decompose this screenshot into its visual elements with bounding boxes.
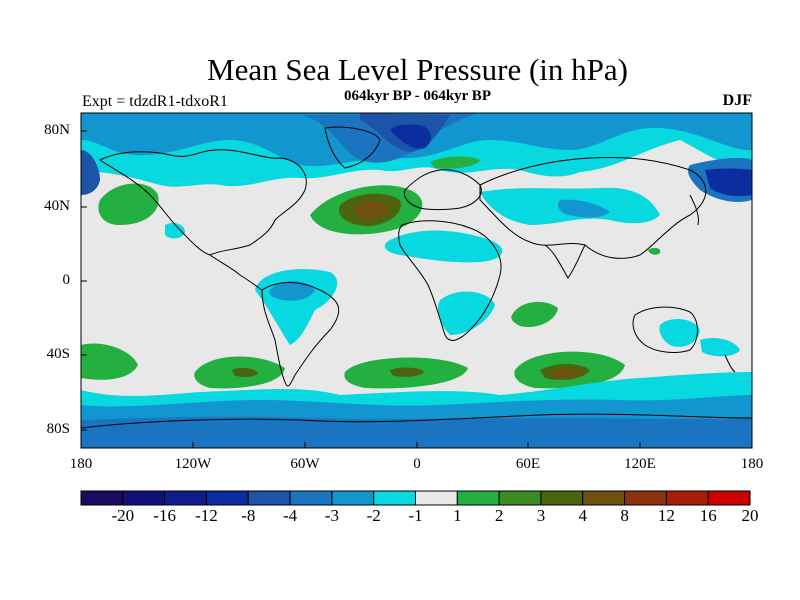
colorbar-label: -16 <box>153 506 176 525</box>
lon-label: 60W <box>290 456 320 472</box>
colorbar-label: 12 <box>657 506 675 525</box>
colorbar-box <box>624 490 667 506</box>
africa-cyan <box>438 291 495 335</box>
map-ticks <box>80 130 753 448</box>
colorbar-box <box>122 490 166 506</box>
map-fill <box>81 113 752 448</box>
spac-green-west <box>81 343 138 380</box>
spac-olive-east <box>232 367 258 378</box>
atlantic-cyan <box>384 230 503 263</box>
colorbar-box <box>247 490 291 506</box>
colorbar-box <box>205 490 249 506</box>
npac-green <box>98 183 159 225</box>
colorbar-box <box>582 490 626 506</box>
africa-coast <box>398 220 502 341</box>
colorbar-box <box>540 490 584 506</box>
colorbar-box <box>289 490 333 506</box>
subtitle: 064kyr BP - 064kyr BP <box>344 88 491 104</box>
colorbar-label: 3 <box>536 506 546 525</box>
south-america-coast <box>261 282 340 387</box>
colorbar-box <box>80 490 124 506</box>
asia-lightblue <box>557 199 610 218</box>
nw-pacific-blue <box>81 150 100 195</box>
natl-brown <box>353 200 390 220</box>
lon-label: 120W <box>174 456 212 472</box>
colorbar-label: 8 <box>620 506 629 525</box>
australia-cyan <box>659 318 700 347</box>
japan-coast <box>689 194 699 226</box>
colorbar-box <box>373 490 416 506</box>
colorbar-box <box>498 490 542 506</box>
lon-label: 120E <box>624 456 656 472</box>
page-title: Mean Sea Level Pressure (in hPa) <box>207 52 628 87</box>
colorbar-label: -2 <box>366 506 381 525</box>
lon-label: 0 <box>413 456 421 472</box>
asia-coast <box>479 157 707 259</box>
season-label: DJF <box>722 92 752 109</box>
colorbar-label: 16 <box>699 506 717 525</box>
lat-label: 40N <box>44 198 70 214</box>
arctic-darkblue <box>390 124 432 149</box>
lat-label: 40S <box>46 346 70 362</box>
lat-label: 0 <box>62 272 71 288</box>
india-coast <box>544 244 586 279</box>
satl-olive <box>390 367 424 377</box>
colorbar-label: -3 <box>324 506 339 525</box>
lat-label: 80N <box>44 122 70 138</box>
pacific-cyan-north <box>165 222 185 239</box>
central-america-coast <box>209 254 263 291</box>
ind-green <box>511 301 558 328</box>
colorbar-box <box>331 490 375 506</box>
southern-midblue <box>81 416 752 448</box>
colorbar-box <box>415 490 458 506</box>
colorbar-box <box>665 490 709 506</box>
lat-label: 80S <box>46 421 70 437</box>
colorbar-label: -20 <box>111 506 135 525</box>
lon-label: 180 <box>740 456 764 472</box>
north-america-coast <box>99 149 307 256</box>
colorbar-box <box>456 490 500 506</box>
wpac-green <box>648 247 661 255</box>
greenland-coast <box>324 126 381 169</box>
nz-coast <box>724 354 736 373</box>
colorbar-label: -1 <box>408 506 423 525</box>
lon-label: 180 <box>69 456 93 472</box>
sind-brown <box>550 369 582 378</box>
experiment-label: Expt = tdzdR1-tdxoR1 <box>82 93 228 110</box>
nz-cyan <box>700 338 740 357</box>
colorbar-label: 20 <box>741 506 759 525</box>
colorbar-label: -4 <box>282 506 298 525</box>
colorbar-label: -8 <box>241 506 256 525</box>
coastlines <box>81 126 752 429</box>
scandinavia-green <box>430 156 480 169</box>
australia-coast <box>632 306 698 353</box>
colorbar-label: -12 <box>195 506 218 525</box>
antarctica-coast <box>81 413 752 429</box>
colorbar-box <box>707 490 751 506</box>
lon-label: 60E <box>515 456 541 472</box>
samerica-lightblue <box>269 281 315 301</box>
colorbar-box <box>164 490 207 506</box>
europe-coast <box>403 169 482 210</box>
ne-pacific-darkblue <box>705 168 752 197</box>
colorbar-label: 1 <box>453 506 462 525</box>
colorbar-label: 2 <box>494 506 504 525</box>
colorbar-label: 4 <box>578 506 588 525</box>
